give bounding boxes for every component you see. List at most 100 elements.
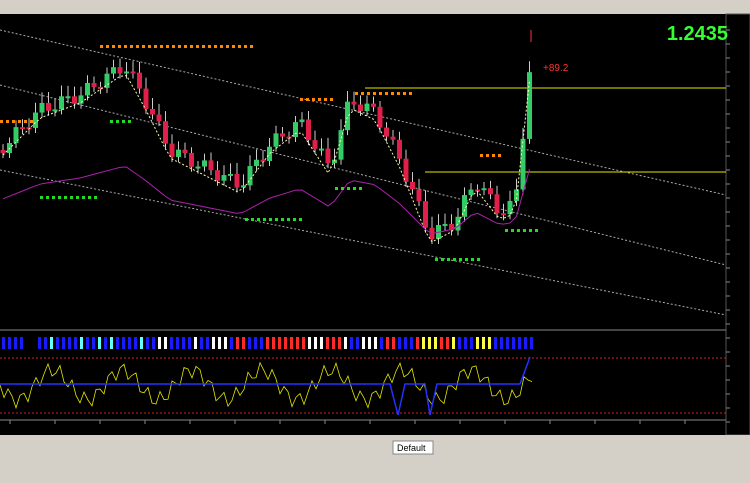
candle — [299, 119, 305, 123]
signal-bar — [254, 337, 257, 349]
signal-dot — [498, 154, 501, 157]
signal-bar — [188, 337, 191, 349]
signal-dot — [257, 218, 260, 221]
candle — [78, 95, 84, 104]
signal-dot — [238, 45, 241, 48]
signal-bar — [170, 337, 173, 349]
signal-dot — [361, 92, 364, 95]
signal-dot — [128, 120, 131, 123]
candle — [306, 119, 311, 141]
signal-dot — [409, 92, 412, 95]
signal-dot — [435, 258, 438, 261]
signal-bar — [140, 337, 143, 349]
candle — [462, 195, 467, 217]
candle — [280, 133, 285, 137]
signal-dot — [312, 98, 315, 101]
toolbar — [0, 0, 750, 14]
signal-dot — [160, 45, 163, 48]
candle — [527, 72, 532, 139]
signal-dot — [112, 45, 115, 48]
signal-dot — [505, 229, 508, 232]
signal-bar — [44, 337, 47, 349]
signal-dot — [492, 154, 495, 157]
candle — [293, 122, 298, 138]
signal-bar — [506, 337, 509, 349]
signal-dot — [58, 196, 61, 199]
signal-bar — [230, 337, 233, 349]
signal-dot — [335, 187, 338, 190]
candle — [319, 148, 324, 151]
signal-dot — [190, 45, 193, 48]
candle — [254, 159, 259, 167]
candle — [85, 83, 90, 96]
tab-label[interactable]: Default — [397, 443, 426, 453]
candle — [130, 71, 136, 74]
signal-dot — [88, 196, 91, 199]
signal-dot — [397, 92, 400, 95]
channel-line — [0, 84, 727, 266]
signal-bar — [416, 337, 419, 349]
signal-bar — [68, 337, 71, 349]
signal-dot — [12, 120, 15, 123]
signal-bar — [218, 337, 221, 349]
signal-dot — [523, 229, 526, 232]
tab[interactable] — [392, 440, 434, 455]
ma-line — [2, 166, 530, 235]
signal-bar — [176, 337, 179, 349]
signal-dot — [166, 45, 169, 48]
signal-dot — [511, 229, 514, 232]
signal-bar — [428, 337, 431, 349]
candle — [488, 188, 493, 195]
signal-bar — [206, 337, 209, 349]
signal-bar — [110, 337, 113, 349]
signal-dot — [477, 258, 480, 261]
chart-area — [0, 14, 750, 435]
price-axis — [725, 13, 750, 436]
signal-bar — [272, 337, 275, 349]
signal-bar — [200, 337, 203, 349]
signal-bar — [314, 337, 317, 349]
signal-bar — [302, 337, 305, 349]
signal-dot — [0, 120, 3, 123]
signal-dot — [306, 98, 309, 101]
candle — [59, 96, 64, 110]
candle — [397, 139, 402, 159]
signal-dot — [64, 196, 67, 199]
candle — [390, 136, 396, 140]
signal-dot — [300, 98, 303, 101]
signal-dot — [459, 258, 462, 261]
signal-bar — [224, 337, 227, 349]
candle — [52, 109, 58, 112]
signal-bar — [290, 337, 293, 349]
candle — [416, 189, 422, 202]
signal-bar — [98, 337, 101, 349]
signal-dot — [341, 187, 344, 190]
signal-bar — [368, 337, 371, 349]
candle — [371, 103, 376, 107]
signal-bar — [248, 337, 251, 349]
signal-dot — [281, 218, 284, 221]
signal-bar — [440, 337, 443, 349]
signal-dot — [52, 196, 55, 199]
candle — [189, 153, 194, 167]
candle — [13, 127, 19, 144]
signal-dot — [330, 98, 333, 101]
signal-dot — [202, 45, 205, 48]
signal-dot — [447, 258, 450, 261]
signal-bar — [86, 337, 89, 349]
signal-bar — [74, 337, 77, 349]
signal-bar — [50, 337, 53, 349]
signal-dot — [130, 45, 133, 48]
candle — [182, 149, 188, 154]
signal-bar — [194, 337, 197, 349]
signal-dot — [110, 120, 113, 123]
candle — [26, 127, 32, 130]
signal-bar — [410, 337, 413, 349]
candle — [377, 106, 383, 128]
signal-dot — [214, 45, 217, 48]
candle — [273, 133, 279, 147]
signal-bar — [332, 337, 335, 349]
status-area — [0, 435, 750, 483]
signal-dot — [453, 258, 456, 261]
